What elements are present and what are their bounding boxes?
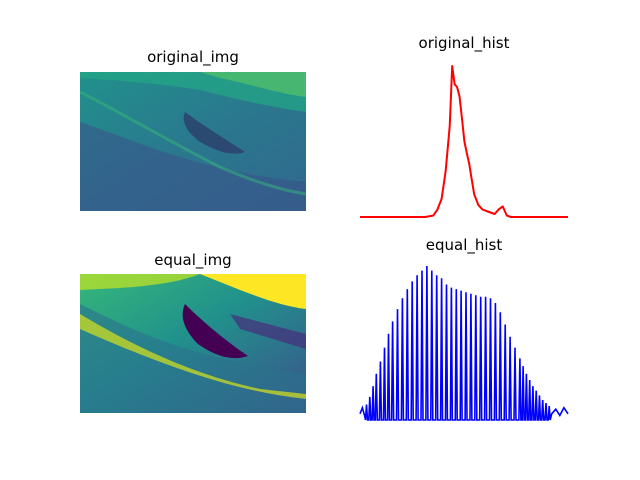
original-hist-title: original_hist <box>418 34 510 52</box>
original-image <box>80 72 306 211</box>
original-img-title: original_img <box>147 48 239 66</box>
original-image-bright-field <box>200 72 306 97</box>
equalized-image-lower-slope <box>80 304 306 413</box>
original-image-ridge <box>80 90 306 196</box>
equalized-image-bright-field <box>200 274 306 309</box>
equal-hist-marks <box>359 265 569 421</box>
equalized-image <box>80 274 306 413</box>
equal-hist-title: equal_hist <box>425 236 503 254</box>
original-image-tree-line <box>183 112 245 154</box>
original-hist-line <box>360 65 568 218</box>
equal-img-title: equal_img <box>154 251 232 269</box>
original-image-lower-slope <box>80 122 306 211</box>
equal-hist-line <box>359 265 569 421</box>
equal-hist-plot <box>359 265 569 421</box>
original-hist-marks <box>360 65 568 218</box>
original-hist-plot <box>360 65 568 218</box>
equalized-image-upper-field <box>80 274 200 290</box>
equalized-image-tree-line <box>182 304 248 359</box>
equalized-image-shadow <box>230 314 306 349</box>
